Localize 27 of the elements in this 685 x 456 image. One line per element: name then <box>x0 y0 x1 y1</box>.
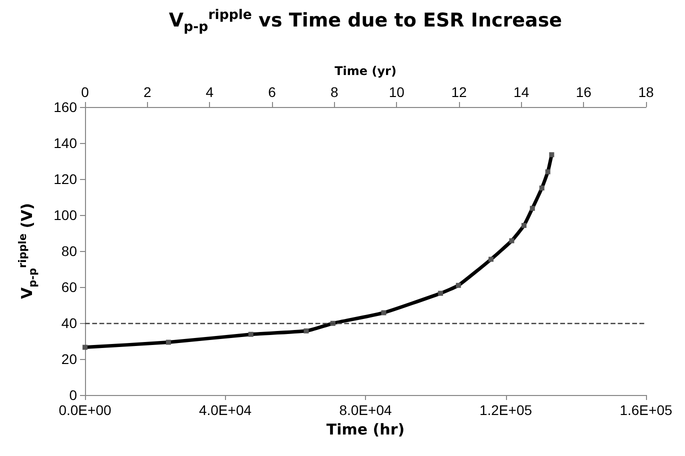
x2-tick-label: 8 <box>330 84 338 100</box>
x2-tick-label: 6 <box>268 84 276 100</box>
x-tick-label: 1.2E+05 <box>479 402 532 418</box>
x2-tick-label: 4 <box>206 84 214 100</box>
x2-tick-label: 14 <box>514 84 530 100</box>
x-tick-label: 8.0E+04 <box>339 402 392 418</box>
x2-axis-title: Time (yr) <box>334 64 396 78</box>
x2-tick-label: 2 <box>143 84 152 100</box>
y-tick-label: 120 <box>54 171 78 187</box>
x-tick-label: 4.0E+04 <box>198 402 252 418</box>
y-tick-label: 140 <box>54 135 78 151</box>
x2-tick-label: 10 <box>388 84 405 100</box>
y-tick-label: 80 <box>61 243 78 259</box>
x-tick-label: 1.6E+05 <box>620 402 672 418</box>
x2-tick-label: 18 <box>638 84 654 100</box>
y-tick-label: 100 <box>54 207 78 223</box>
y-tick-label: 0 <box>69 387 78 403</box>
x-axis-title: Time (hr) <box>326 420 405 438</box>
y-tick-label: 20 <box>61 351 78 367</box>
x2-tick-label: 16 <box>576 84 592 100</box>
x-tick-label: 0.0E+00 <box>58 402 112 418</box>
chart-title: V$_{p-p}$$^{ripple}$ vs Time due to ESR Increase <box>168 8 564 36</box>
x2-tick-label: 12 <box>451 84 467 100</box>
x2-tick-label: 0 <box>81 84 90 100</box>
y-tick-label: 60 <box>61 279 78 295</box>
y-tick-label: 160 <box>54 99 78 115</box>
y-tick-label: 40 <box>61 315 78 331</box>
